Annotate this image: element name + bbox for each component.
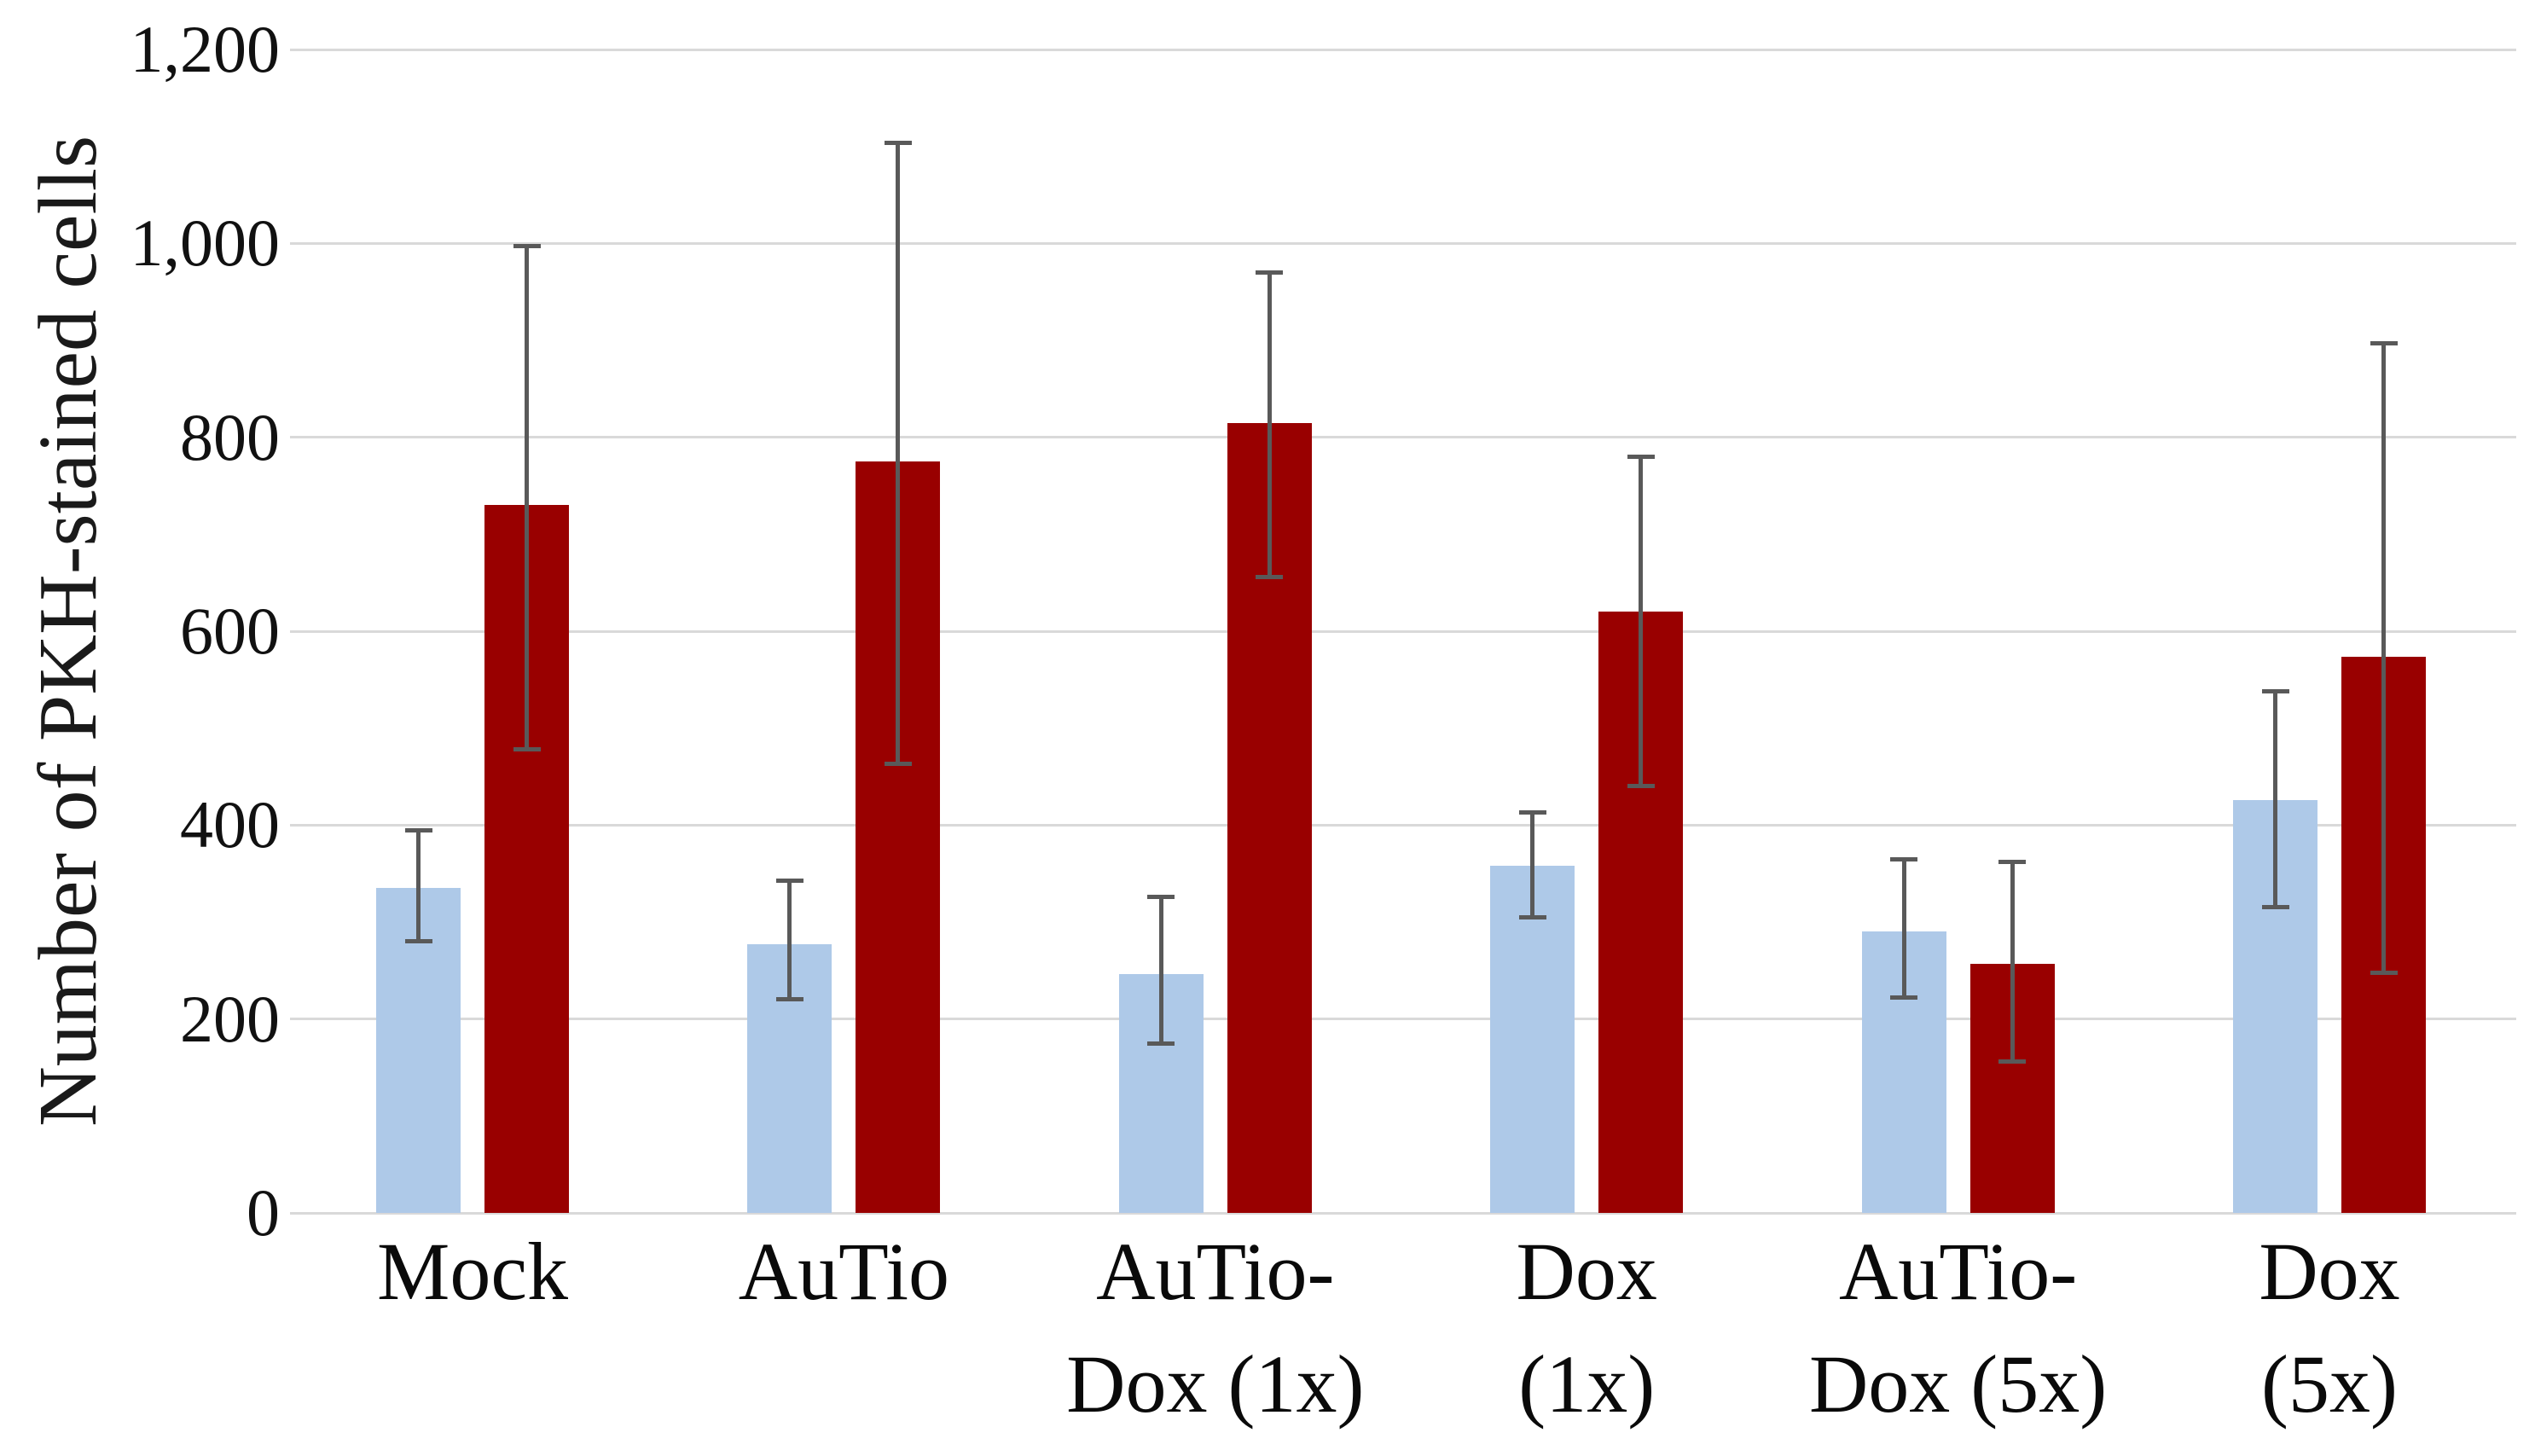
gridline-600 — [290, 629, 2516, 633]
error-cap-bottom-dox-1x-red — [1627, 784, 1655, 789]
error-bar-dox-5x-red — [2381, 343, 2386, 973]
y-tick-label-200: 200 — [180, 981, 280, 1056]
x-category-label-dox-1x-line1: Dox — [1516, 1226, 1657, 1317]
error-cap-top-autio-dox-5x-red — [1998, 860, 2027, 865]
error-cap-bottom-mock-red — [513, 747, 541, 752]
y-tick-label-1000: 1,000 — [130, 206, 281, 281]
error-cap-bottom-dox-5x-red — [2370, 970, 2398, 975]
error-cap-top-autio-red — [884, 140, 912, 145]
gridline-200 — [290, 1018, 2516, 1021]
x-category-label-dox-5x-line1: Dox — [2259, 1226, 2400, 1317]
y-tick-label-400: 400 — [180, 787, 280, 862]
error-bar-autio-dox-5x-red — [2010, 861, 2015, 1062]
gridline-1000 — [290, 241, 2516, 245]
error-cap-top-dox-1x-red — [1627, 454, 1655, 459]
x-category-label-dox-1x-line2: (1x) — [1518, 1338, 1656, 1430]
x-axis-line — [290, 1211, 2516, 1215]
y-tick-label-800: 800 — [180, 399, 280, 474]
error-cap-top-dox-5x-blue — [2261, 688, 2289, 693]
error-bar-autio-blue — [787, 880, 792, 1000]
error-cap-top-mock-blue — [404, 827, 432, 832]
error-cap-bottom-autio-dox-5x-blue — [1890, 995, 1918, 1001]
error-cap-top-autio-blue — [775, 878, 803, 883]
error-cap-bottom-dox-5x-blue — [2261, 905, 2289, 910]
error-cap-top-autio-dox-5x-blue — [1890, 856, 1918, 861]
y-tick-label-0: 0 — [247, 1175, 280, 1250]
error-bar-autio-dox-5x-blue — [1901, 859, 1906, 998]
gridline-400 — [290, 823, 2516, 827]
gridline-800 — [290, 436, 2516, 439]
error-cap-bottom-autio-blue — [775, 997, 803, 1002]
error-cap-bottom-autio-red — [884, 762, 912, 767]
error-bar-dox-1x-blue — [1530, 812, 1535, 918]
error-bar-dox-1x-red — [1639, 456, 1644, 786]
error-cap-top-autio-dox-1x-red — [1256, 270, 1284, 275]
error-cap-top-dox-5x-red — [2370, 340, 2398, 345]
error-bar-dox-5x-blue — [2273, 691, 2277, 908]
y-tick-label-1200: 1,200 — [130, 12, 281, 86]
gridline-1200 — [290, 48, 2516, 51]
error-cap-top-mock-red — [513, 244, 541, 249]
x-category-label-autio-dox-5x-line1: AuTio- — [1838, 1226, 2078, 1317]
error-cap-bottom-dox-1x-blue — [1518, 914, 1546, 919]
error-bar-autio-dox-1x-red — [1267, 272, 1272, 577]
error-cap-bottom-autio-dox-1x-blue — [1147, 1041, 1175, 1046]
error-cap-bottom-autio-dox-1x-red — [1256, 574, 1284, 579]
x-category-label-mock-line1: Mock — [377, 1226, 568, 1317]
error-cap-bottom-mock-blue — [404, 939, 432, 944]
x-category-label-autio-line1: AuTio — [738, 1226, 950, 1317]
x-category-label-autio-dox-1x-line2: Dox (1x) — [1066, 1338, 1365, 1430]
x-category-label-autio-dox-5x-line2: Dox (5x) — [1808, 1338, 2108, 1430]
error-cap-top-autio-dox-1x-blue — [1147, 894, 1175, 899]
y-tick-label-600: 600 — [180, 594, 280, 668]
error-cap-top-dox-1x-blue — [1518, 810, 1546, 815]
x-category-label-dox-5x-line2: (5x) — [2261, 1338, 2398, 1430]
error-bar-autio-red — [896, 142, 901, 764]
x-category-label-autio-dox-1x-line1: AuTio- — [1096, 1226, 1335, 1317]
error-bar-autio-dox-1x-blue — [1158, 896, 1163, 1044]
error-cap-bottom-autio-dox-5x-red — [1998, 1059, 2027, 1064]
bar-dox-1x-blue — [1490, 866, 1575, 1213]
error-bar-mock-red — [525, 246, 529, 750]
error-bar-mock-blue — [416, 830, 421, 942]
